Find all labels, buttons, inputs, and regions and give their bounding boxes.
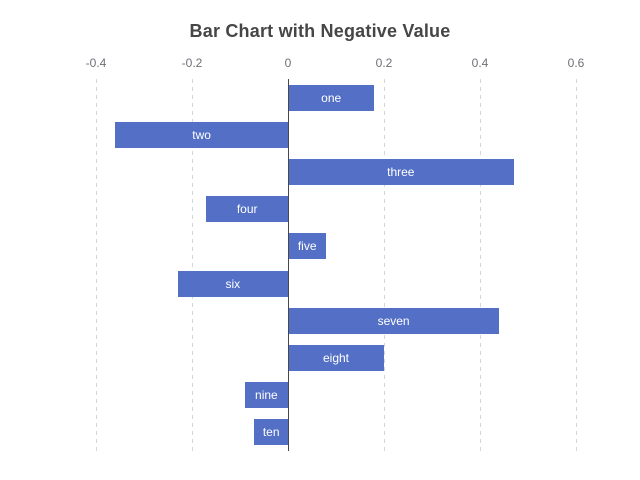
x-axis-tick-label: 0.2: [375, 56, 393, 70]
gridline: [95, 79, 97, 451]
bar-label: one: [321, 90, 342, 105]
gridline: [383, 79, 385, 451]
bar-label: nine: [255, 388, 278, 403]
bar-label: three: [387, 165, 415, 179]
bar-three[interactable]: three: [288, 159, 514, 185]
bar-five[interactable]: five: [288, 233, 327, 260]
x-axis-tick-label: -0.4: [85, 56, 107, 70]
bar-seven[interactable]: seven: [288, 307, 500, 334]
bar-four[interactable]: four: [206, 196, 288, 223]
x-axis-tick-label: 0: [284, 56, 292, 70]
gridline: [191, 79, 193, 451]
bar-label: seven: [377, 313, 410, 328]
x-axis-tick-label: 0.6: [567, 56, 585, 70]
bar-two[interactable]: two: [115, 121, 288, 148]
gridline: [479, 79, 481, 451]
bar-eight[interactable]: eight: [288, 345, 384, 371]
bar-label: eight: [322, 351, 350, 365]
bar-label: five: [297, 239, 317, 254]
bar-label: six: [225, 276, 241, 291]
zero-axis-line: [288, 79, 289, 451]
bar-ten[interactable]: ten: [254, 419, 288, 446]
bar-label: ten: [262, 425, 280, 440]
bar-one[interactable]: one: [288, 84, 375, 111]
x-axis-tick-label: 0.4: [471, 56, 489, 70]
gridline: [575, 79, 577, 451]
bar-nine[interactable]: nine: [244, 382, 288, 409]
bar-label: four: [236, 202, 258, 217]
chart-title: Bar Chart with Negative Value: [189, 21, 451, 41]
bar-label: two: [192, 127, 211, 142]
bar-six[interactable]: six: [177, 270, 288, 297]
x-axis-tick-label: -0.2: [181, 56, 203, 70]
